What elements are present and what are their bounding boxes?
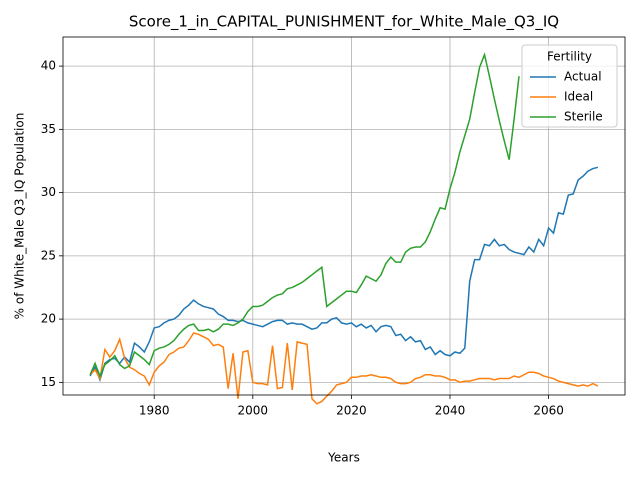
y-tick-label: 40 xyxy=(41,59,56,73)
series-line xyxy=(89,52,520,378)
legend-label: Actual xyxy=(564,70,602,84)
x-axis-label: Years xyxy=(327,451,360,465)
x-tick-label: 2060 xyxy=(533,404,564,418)
chart-title: Score_1_in_CAPITAL_PUNISHMENT_for_White_… xyxy=(129,13,559,32)
series-line xyxy=(89,332,599,405)
y-tick-label: 35 xyxy=(41,122,56,136)
legend-label: Ideal xyxy=(564,90,593,104)
legend-label: Sterile xyxy=(564,110,603,124)
x-tick-label: 2040 xyxy=(435,404,466,418)
y-axis-label: % of White_Male Q3_IQ Population xyxy=(13,113,27,320)
series-line xyxy=(89,166,599,383)
x-tick-label: 2020 xyxy=(336,404,367,418)
plot-frame xyxy=(62,36,626,396)
y-tick-label: 30 xyxy=(41,185,56,199)
x-tick-label: 2000 xyxy=(238,404,269,418)
y-tick-label: 15 xyxy=(41,375,56,389)
legend-box xyxy=(521,44,618,128)
legend-title: Fertility xyxy=(547,50,592,64)
y-tick-label: 20 xyxy=(41,312,56,326)
x-tick-label: 1980 xyxy=(139,404,170,418)
y-tick-label: 25 xyxy=(41,248,56,262)
